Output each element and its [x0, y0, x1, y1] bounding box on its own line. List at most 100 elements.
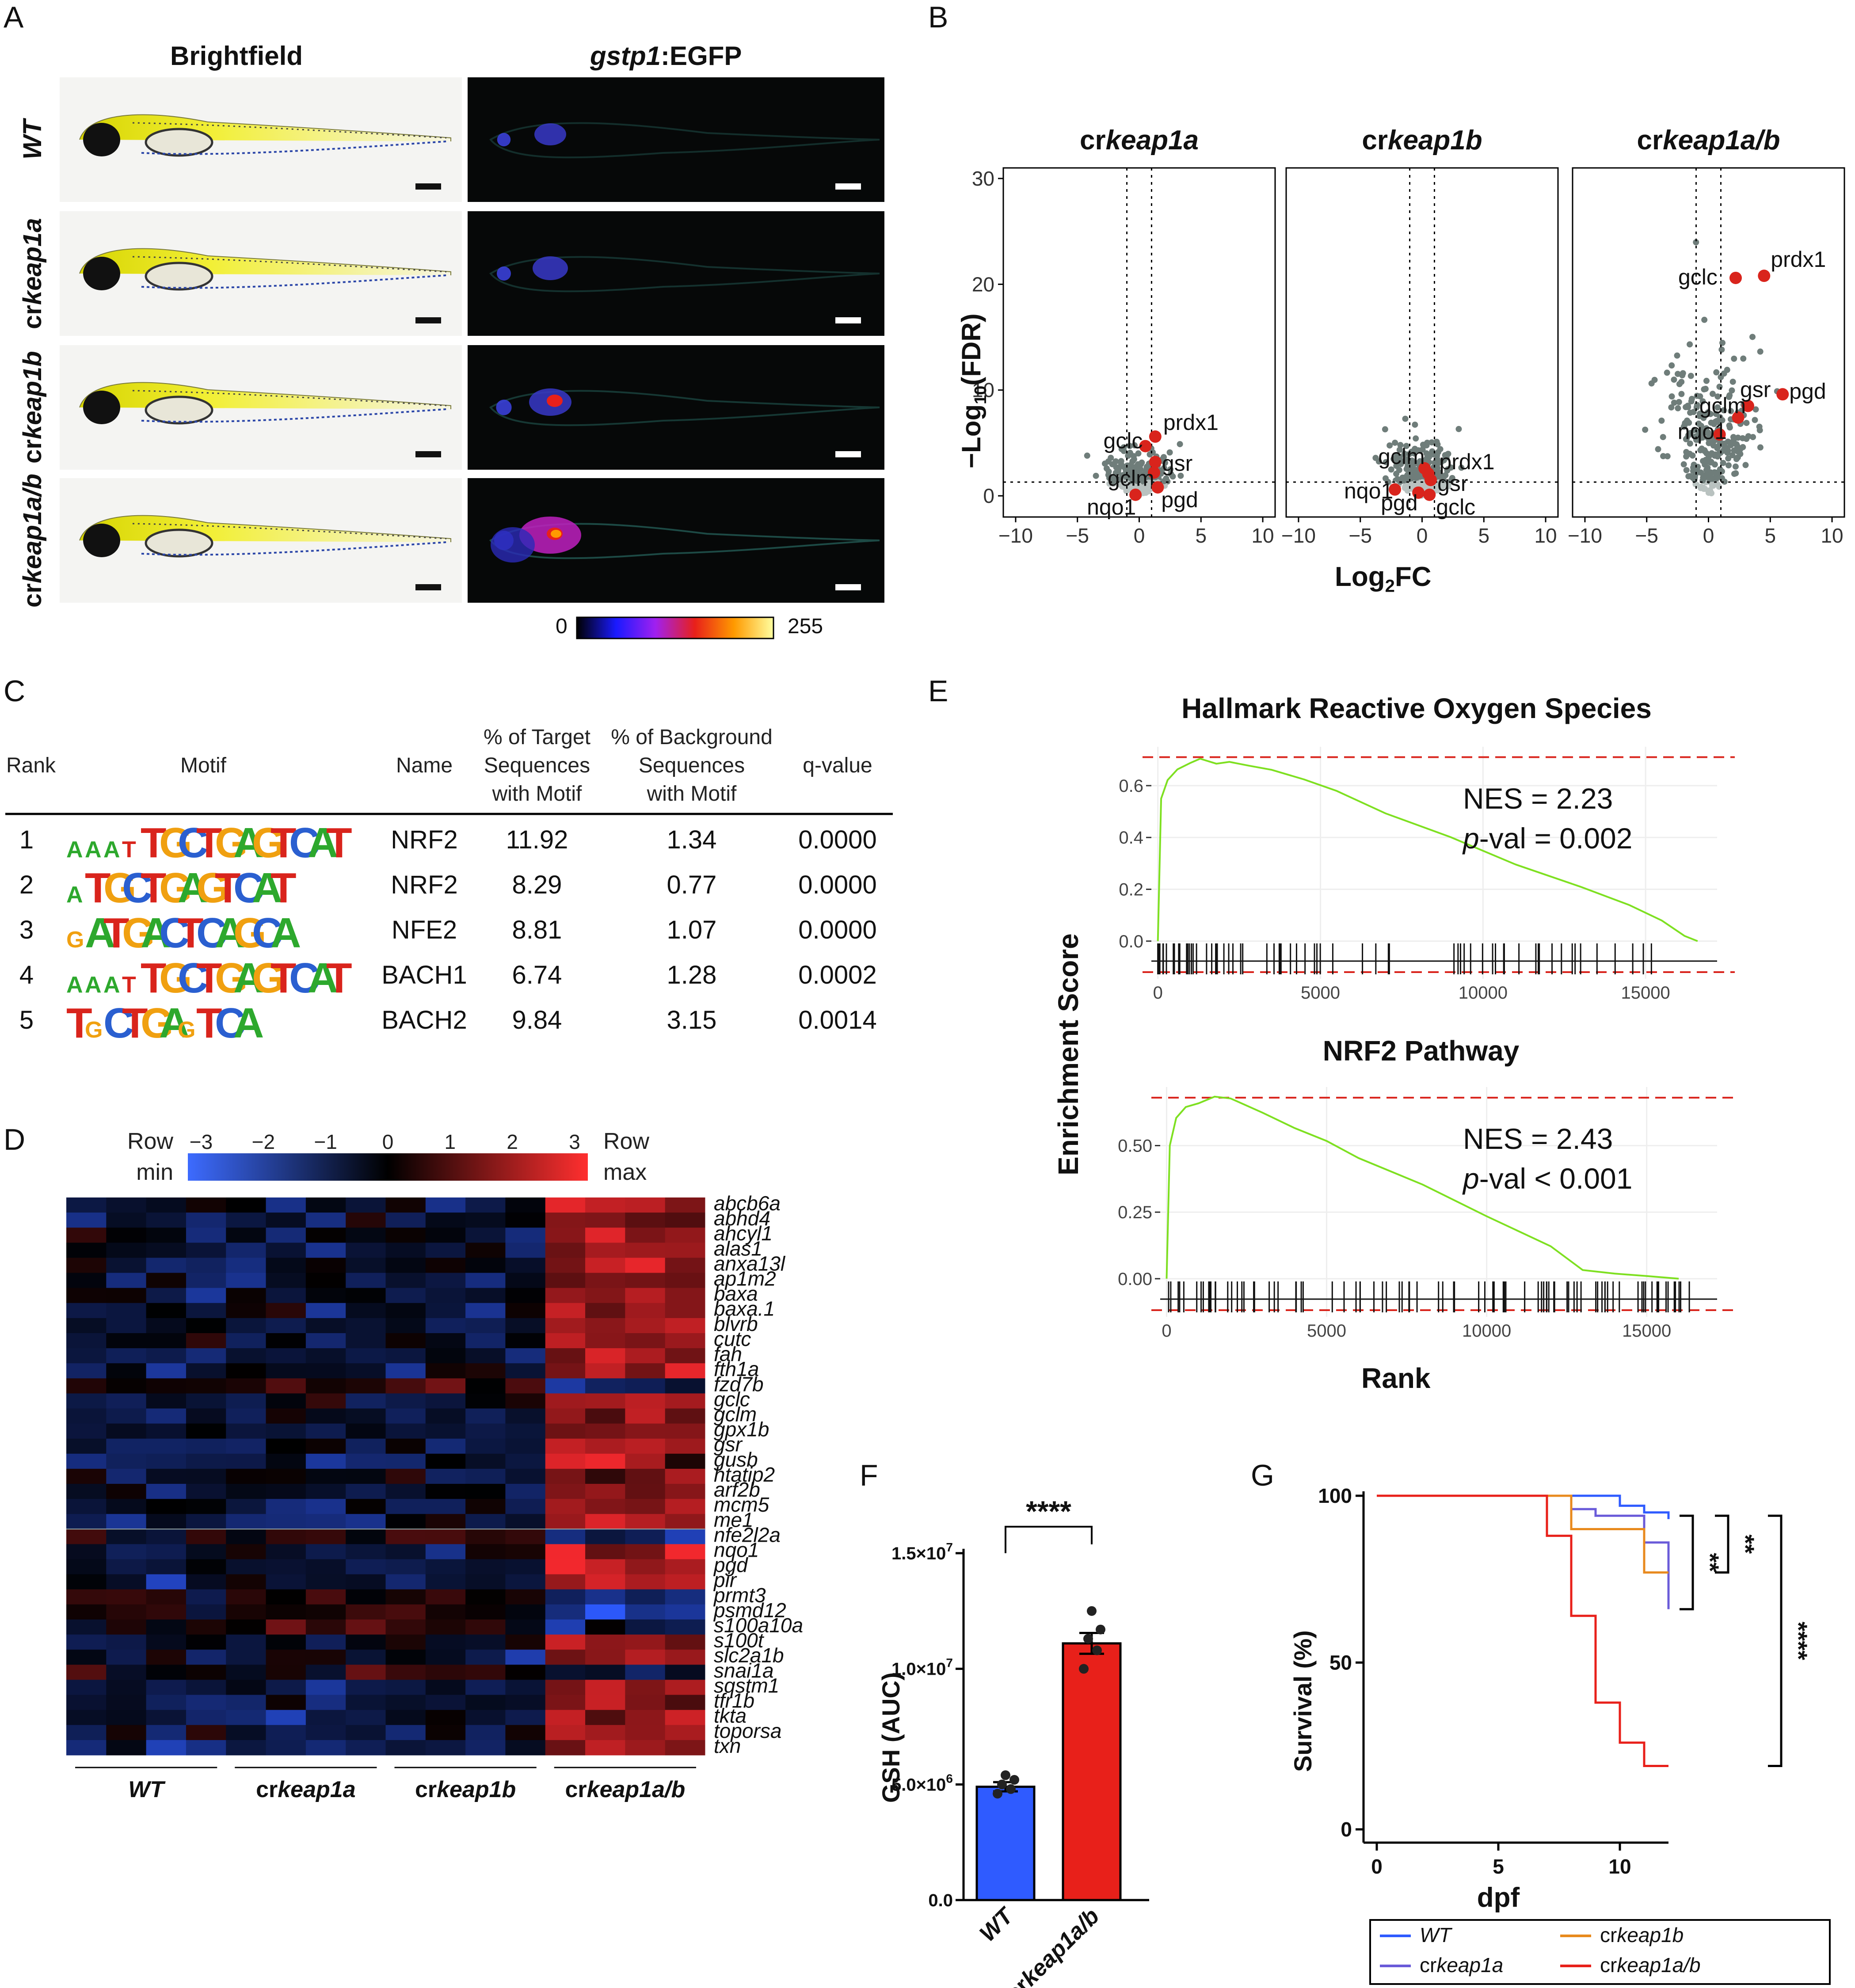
x-tick-label: 0 — [1134, 524, 1145, 547]
volcano-point — [1142, 483, 1149, 490]
x-tick-label: 5000 — [1307, 1321, 1346, 1341]
heatmap-cell — [665, 1363, 705, 1379]
heatmap-row-label: gclc — [714, 1387, 750, 1410]
heatmap-cell — [465, 1650, 506, 1665]
heatmap-cell — [585, 1468, 625, 1484]
volcano-point — [1642, 426, 1649, 433]
heatmap-cell — [226, 1408, 267, 1424]
gene-point — [1149, 430, 1162, 443]
head-signal — [491, 527, 535, 563]
heatmap-cell — [146, 1710, 187, 1726]
heatmap-cell — [385, 1634, 426, 1650]
heatmap-cell — [585, 1333, 625, 1349]
heatmap-cell — [505, 1228, 546, 1243]
volcano-point — [1162, 460, 1169, 466]
heatmap-cell — [425, 1710, 466, 1726]
larva-eye — [83, 391, 120, 424]
volcano-point — [1695, 420, 1702, 427]
motif-letter: C — [159, 909, 190, 957]
motif-letter: T — [270, 864, 297, 912]
header-target: % of Target Sequences with Motif — [484, 726, 590, 806]
heatmap-cell — [226, 1514, 267, 1529]
heatmap-cell — [106, 1725, 147, 1741]
heatmap-cell — [465, 1273, 506, 1289]
gene-label: pgd — [1381, 490, 1417, 515]
gene-point — [1713, 428, 1726, 441]
heatmap-cell — [625, 1438, 666, 1454]
heatmap-cell — [465, 1408, 506, 1424]
heatmap-cell — [226, 1559, 267, 1575]
crkeap1a-row-label: crkeap1a — [18, 218, 47, 329]
legend-label: crkeap1b — [1600, 1923, 1684, 1946]
motif-letter: T — [326, 954, 352, 1002]
heatmap-cell — [146, 1197, 187, 1213]
heatmap-cell — [186, 1408, 226, 1424]
heatmap-cell — [545, 1348, 586, 1364]
heatmap-cell — [106, 1604, 147, 1620]
heatmap-cell — [106, 1650, 147, 1665]
heatmap-cell — [186, 1273, 226, 1289]
heatmap-cell — [585, 1288, 625, 1304]
heatmap-cell — [625, 1604, 666, 1620]
data-point — [1083, 1634, 1093, 1644]
heatmap-cell — [305, 1634, 346, 1650]
heatmap-cell — [226, 1740, 267, 1756]
eye-signal — [497, 133, 511, 147]
heatmap-cell — [66, 1680, 107, 1695]
volcano-point — [1713, 369, 1720, 376]
gene-point — [1423, 488, 1436, 501]
heatmap-cell — [585, 1318, 625, 1334]
heatmap-cell — [226, 1333, 267, 1349]
volcano-point — [1708, 419, 1714, 426]
heatmap-cell — [545, 1197, 586, 1213]
volcano-point — [1709, 391, 1716, 397]
motif-letter: G — [141, 1000, 174, 1047]
heatmap-cell — [146, 1303, 187, 1319]
motif-letter: C — [233, 864, 264, 912]
larva-pigment — [141, 541, 447, 556]
gene-label: prdx1 — [1163, 410, 1219, 435]
data-point — [1001, 1770, 1010, 1780]
larva-dorsal — [132, 256, 447, 273]
heatmap-cell — [266, 1378, 306, 1394]
heatmap-cell — [266, 1243, 306, 1258]
heatmap-cell — [146, 1725, 187, 1741]
heatmap-cell — [465, 1213, 506, 1228]
heatmap-cell — [346, 1740, 386, 1756]
heatmap-cell — [226, 1634, 267, 1650]
heatmap-cell — [346, 1604, 386, 1620]
volcano-point — [1668, 393, 1675, 400]
heatmap-cell — [346, 1665, 386, 1680]
heatmap-cell — [346, 1680, 386, 1695]
volcano-point — [1133, 463, 1140, 470]
heatmap-cell — [665, 1529, 705, 1544]
pval-text: p-val < 0.001 — [1462, 1162, 1632, 1195]
volcano-point — [1386, 442, 1393, 449]
heatmap-cell — [66, 1634, 107, 1650]
heatmap-cell — [585, 1348, 625, 1364]
volcano-point — [1707, 459, 1714, 466]
heatmap-cell — [625, 1213, 666, 1228]
gene-point — [1129, 488, 1142, 501]
heatmap-cell — [465, 1484, 506, 1499]
volcano-point — [1701, 447, 1708, 454]
motif-letter: A — [178, 864, 208, 912]
heatmap-row-label: snai1a — [714, 1659, 774, 1682]
heatmap-cell — [186, 1228, 226, 1243]
volcano-point — [1383, 459, 1389, 465]
heatmap-cell — [385, 1243, 426, 1258]
heatmap-cell — [106, 1453, 147, 1469]
significance-stars: ** — [1696, 1553, 1724, 1572]
x-tick-label: 10 — [1608, 1855, 1631, 1878]
motif-letter: A — [215, 909, 245, 957]
heatmap-cell — [545, 1363, 586, 1379]
volcano-point — [1135, 450, 1142, 457]
heatmap-cell — [425, 1468, 466, 1484]
heatmap-cell — [66, 1740, 107, 1756]
heatmap-cell — [305, 1680, 346, 1695]
heatmap-cell — [505, 1650, 546, 1665]
heatmap-cell — [66, 1393, 107, 1409]
heatmap-cell — [226, 1680, 267, 1695]
heatmap-cell — [425, 1408, 466, 1424]
heatmap-cell — [266, 1213, 306, 1228]
